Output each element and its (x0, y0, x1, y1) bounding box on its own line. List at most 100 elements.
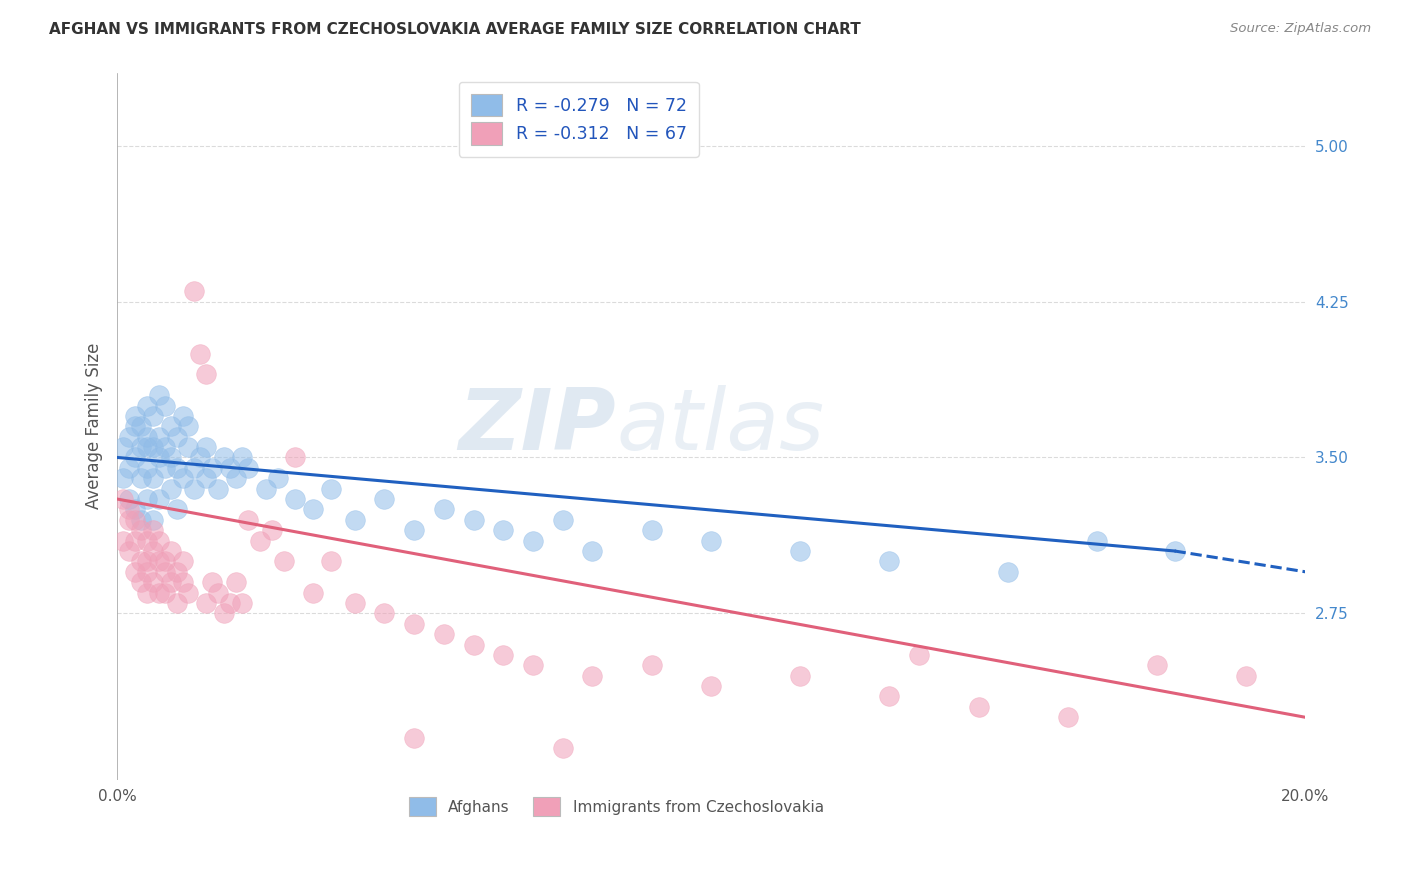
Point (153, 399, 176, 413)
Point (135, 430, 157, 444)
Point (118, 544, 141, 558)
Point (789, 544, 811, 558)
Point (159, 450, 181, 465)
Point (135, 399, 157, 413)
Point (159, 419, 181, 434)
Point (153, 440, 176, 454)
Point (188, 346, 211, 360)
Point (404, 616, 426, 631)
Point (908, 648, 931, 662)
Point (159, 544, 181, 558)
Point (135, 440, 157, 454)
Point (879, 554, 901, 568)
Point (789, 669, 811, 683)
Point (135, 461, 157, 475)
Point (492, 648, 515, 662)
Point (142, 513, 165, 527)
Point (129, 471, 152, 485)
Point (135, 585, 157, 599)
Point (177, 419, 200, 434)
Point (183, 284, 205, 298)
Point (118, 502, 141, 516)
Point (195, 440, 218, 454)
Point (142, 544, 165, 558)
Point (135, 491, 157, 506)
Point (260, 523, 283, 537)
Point (302, 502, 325, 516)
Point (404, 731, 426, 745)
Point (225, 471, 247, 485)
Point (129, 513, 152, 527)
Point (124, 450, 146, 465)
Point (231, 596, 253, 610)
Point (266, 471, 288, 485)
Point (148, 430, 170, 444)
Point (148, 533, 170, 548)
Point (129, 575, 152, 590)
Point (302, 585, 325, 599)
Point (135, 554, 157, 568)
Point (700, 679, 723, 693)
Point (212, 607, 235, 621)
Point (118, 491, 141, 506)
Point (201, 461, 224, 475)
Point (1056, 710, 1078, 724)
Point (166, 565, 188, 579)
Text: AFGHAN VS IMMIGRANTS FROM CZECHOSLOVAKIA AVERAGE FAMILY SIZE CORRELATION CHART: AFGHAN VS IMMIGRANTS FROM CZECHOSLOVAKIA… (49, 22, 860, 37)
Point (118, 513, 141, 527)
Point (142, 409, 165, 423)
Point (148, 388, 170, 402)
Point (236, 513, 259, 527)
Point (124, 565, 146, 579)
Legend: Afghans, Immigrants from Czechoslovakia: Afghans, Immigrants from Czechoslovakia (399, 788, 832, 825)
Point (195, 368, 218, 382)
Point (967, 699, 990, 714)
Point (212, 450, 235, 465)
Point (249, 533, 271, 548)
Point (135, 565, 157, 579)
Point (522, 658, 544, 673)
Point (177, 440, 200, 454)
Point (135, 533, 157, 548)
Point (118, 461, 141, 475)
Point (153, 554, 176, 568)
Point (581, 544, 603, 558)
Point (231, 450, 253, 465)
Point (129, 440, 152, 454)
Point (124, 513, 146, 527)
Point (1234, 669, 1257, 683)
Point (129, 554, 152, 568)
Point (172, 409, 194, 423)
Point (373, 491, 395, 506)
Point (183, 482, 205, 496)
Point (112, 491, 135, 506)
Point (463, 638, 485, 652)
Point (142, 471, 165, 485)
Point (166, 596, 188, 610)
Point (551, 513, 574, 527)
Point (997, 565, 1019, 579)
Point (641, 658, 664, 673)
Point (236, 461, 259, 475)
Point (166, 430, 188, 444)
Point (195, 471, 218, 485)
Point (118, 430, 141, 444)
Point (225, 575, 247, 590)
Point (207, 585, 229, 599)
Point (581, 669, 603, 683)
Text: atlas: atlas (616, 384, 824, 467)
Point (148, 450, 170, 465)
Point (148, 554, 170, 568)
Point (142, 523, 165, 537)
Point (1146, 658, 1168, 673)
Point (284, 450, 307, 465)
Point (166, 461, 188, 475)
Point (124, 419, 146, 434)
Point (284, 491, 307, 506)
Point (159, 575, 181, 590)
Point (166, 502, 188, 516)
Point (159, 482, 181, 496)
Point (177, 585, 200, 599)
Text: Source: ZipAtlas.com: Source: ZipAtlas.com (1230, 22, 1371, 36)
Point (404, 523, 426, 537)
